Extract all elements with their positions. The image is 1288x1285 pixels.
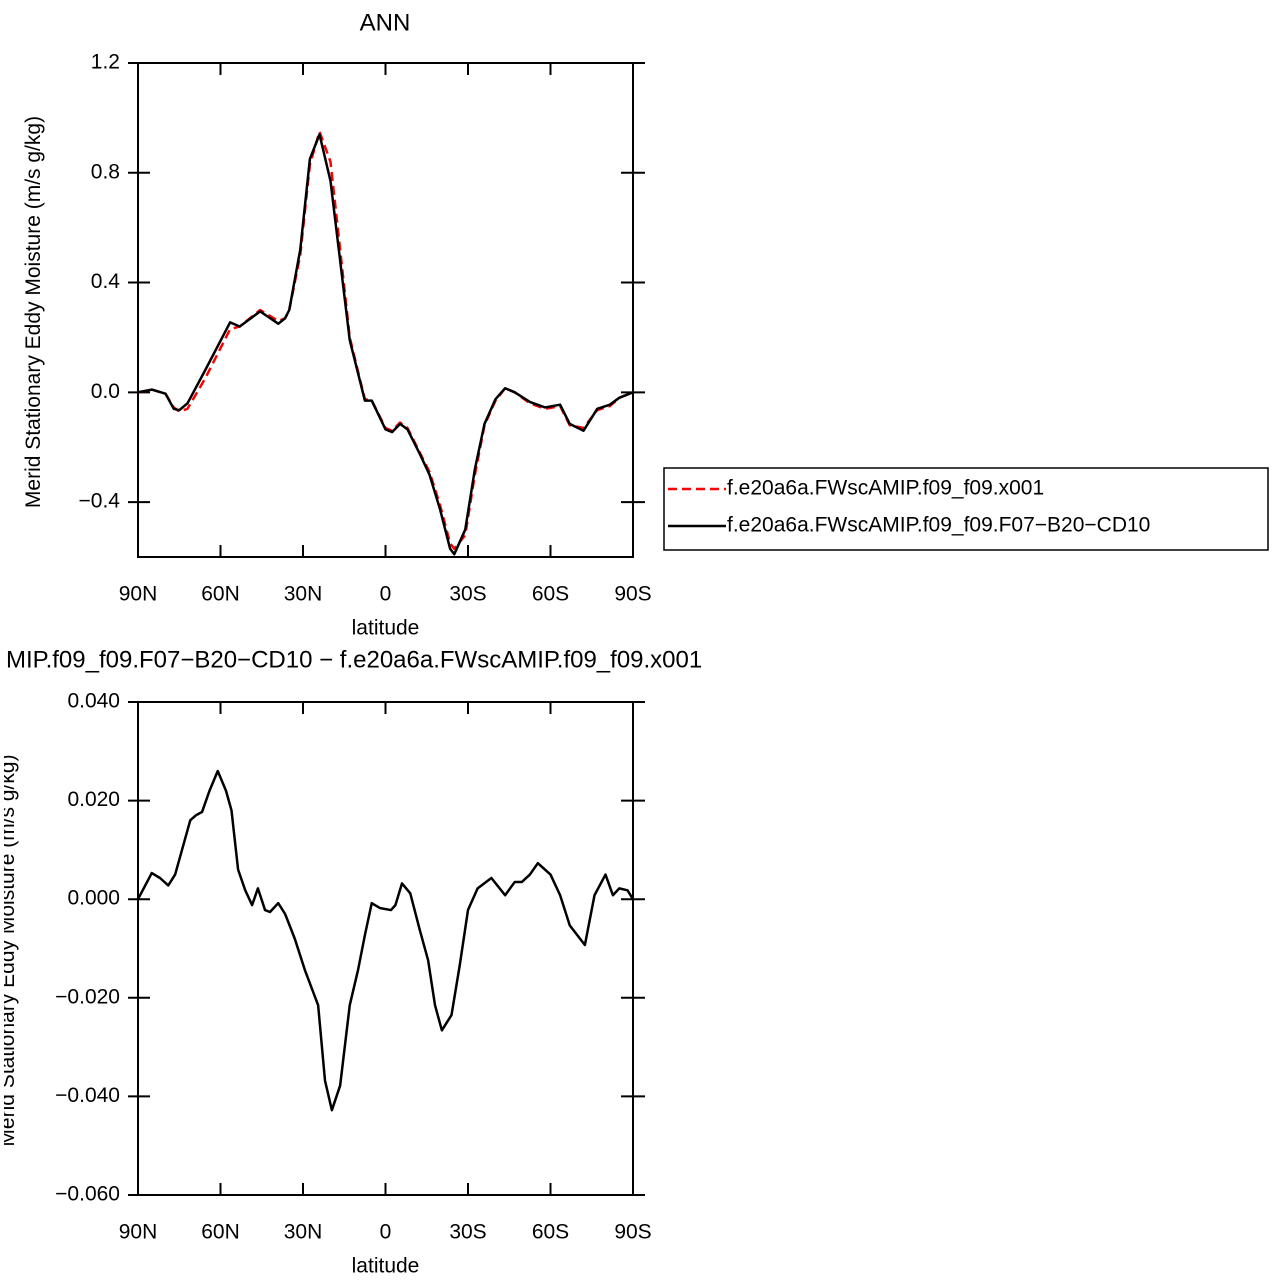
x-tick-label: 90S bbox=[614, 1221, 651, 1244]
x-tick-label: 60S bbox=[532, 583, 569, 606]
y-tick-label: 0.8 bbox=[91, 160, 120, 183]
y-tick-label: 0.000 bbox=[67, 887, 120, 910]
x-axis-label: latitude bbox=[352, 1255, 420, 1278]
legend-label: f.e20a6a.FWscAMIP.f09_f09.x001 bbox=[727, 477, 1044, 500]
x-tick-label: 90S bbox=[614, 583, 651, 606]
y-tick-label: −0.040 bbox=[55, 1084, 120, 1107]
x-tick-label: 30S bbox=[449, 583, 486, 606]
y-tick-label: 0.0 bbox=[91, 380, 120, 403]
data-line bbox=[137, 133, 634, 556]
y-axis-label-clip: Merid Stationary Eddy Moisture (m/s g/kg… bbox=[0, 754, 19, 1146]
data-line bbox=[136, 769, 635, 1112]
chart-title: MIP.f09_f09.F07−B20−CD10 − f.e20a6a.FWsc… bbox=[6, 646, 702, 673]
x-axis-label: latitude bbox=[352, 617, 420, 640]
plot-frame bbox=[137, 62, 634, 558]
legend-label: f.e20a6a.FWscAMIP.f09_f09.F07−B20−CD10 bbox=[727, 514, 1150, 537]
x-tick-label: 30S bbox=[449, 1221, 486, 1244]
x-tick-label: 60N bbox=[201, 1221, 240, 1244]
x-tick-label: 90N bbox=[119, 583, 158, 606]
x-tick-label: 30N bbox=[284, 583, 323, 606]
y-axis-label: Merid Stationary Eddy Moisture (m/s g/kg… bbox=[22, 116, 45, 508]
data-line bbox=[137, 130, 634, 551]
x-tick-label: 0 bbox=[380, 1221, 392, 1244]
x-tick-label: 0 bbox=[380, 583, 392, 606]
legend-box bbox=[663, 467, 1269, 551]
y-tick-label: 0.040 bbox=[67, 690, 120, 713]
y-tick-label: −0.020 bbox=[55, 985, 120, 1008]
x-tick-label: 60S bbox=[532, 1221, 569, 1244]
y-axis-label: Merid Stationary Eddy Moisture (m/s g/kg… bbox=[0, 754, 19, 1146]
y-tick-label: 0.020 bbox=[67, 788, 120, 811]
plot-frame bbox=[137, 701, 634, 1196]
x-tick-label: 60N bbox=[201, 583, 240, 606]
y-tick-label: 1.2 bbox=[91, 51, 120, 74]
chart-title: ANN bbox=[360, 9, 411, 36]
y-tick-label: −0.060 bbox=[55, 1183, 120, 1206]
y-tick-label: 0.4 bbox=[91, 270, 121, 293]
x-tick-label: 30N bbox=[284, 1221, 323, 1244]
x-tick-label: 90N bbox=[119, 1221, 158, 1244]
y-tick-label: −0.4 bbox=[79, 490, 121, 513]
